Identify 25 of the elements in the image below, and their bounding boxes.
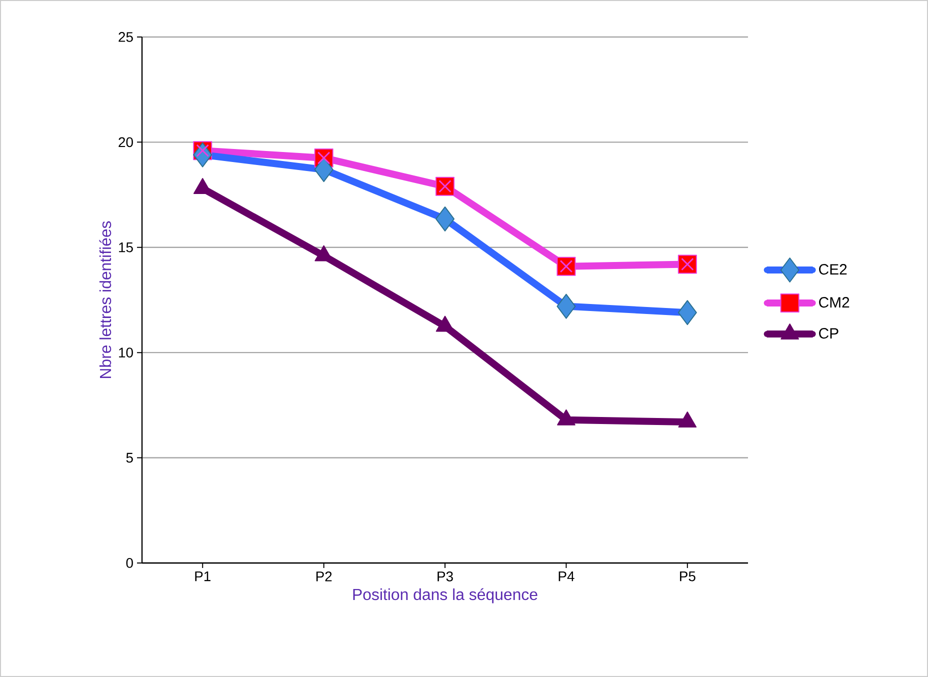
x-tick-label: P2 (316, 571, 332, 582)
y-axis-title: Nbre lettres identifiées (99, 221, 112, 378)
point (678, 254, 697, 274)
x-tick-label: P3 (438, 571, 453, 582)
y-tick-label: 5 (126, 452, 133, 463)
legend-label: CP (819, 328, 838, 339)
x-tick-label: P5 (680, 572, 696, 582)
point (557, 409, 576, 426)
point (314, 157, 334, 182)
point (436, 176, 455, 196)
legend-label: CE2 (819, 264, 847, 275)
x-axis-title: Position dans la séquence (353, 588, 538, 604)
y-tick-label: 15 (119, 242, 133, 252)
point (436, 206, 455, 232)
legend-label: CM2 (819, 297, 850, 308)
point (678, 412, 697, 428)
y-tick-label: 10 (119, 348, 133, 358)
y-tick-label: 0 (126, 558, 133, 568)
x-tick-label: P4 (558, 572, 574, 582)
point (678, 300, 697, 326)
point (556, 256, 576, 276)
x-tick-label: P1 (195, 572, 210, 582)
y-tick-label: 20 (118, 137, 133, 148)
point (556, 294, 576, 319)
y-tick-label: 25 (118, 32, 133, 42)
